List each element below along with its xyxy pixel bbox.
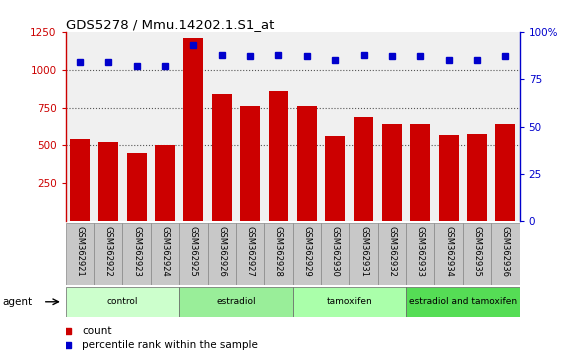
Text: GSM362925: GSM362925 [189,226,198,277]
Bar [70,139,90,221]
Bar [155,145,175,221]
Text: GSM362931: GSM362931 [359,226,368,277]
Bar [297,106,317,221]
Bar [183,38,203,221]
Bar [293,287,406,317]
Bar [382,124,402,221]
Bar [439,135,459,221]
Text: GSM362936: GSM362936 [501,226,510,277]
Bar [268,91,288,221]
Text: GSM362922: GSM362922 [104,226,112,277]
Bar [325,136,345,221]
Text: estradiol: estradiol [216,297,256,306]
Bar [321,223,349,285]
Bar [349,223,378,285]
Bar [240,106,260,221]
Text: estradiol and tamoxifen: estradiol and tamoxifen [409,297,517,306]
Text: GSM362934: GSM362934 [444,226,453,277]
Bar [378,223,406,285]
Bar [411,124,430,221]
Text: count: count [82,326,111,336]
Bar [406,287,520,317]
Text: GSM362923: GSM362923 [132,226,141,277]
Text: GSM362926: GSM362926 [217,226,226,277]
Text: GSM362929: GSM362929 [302,226,311,277]
Bar [491,223,520,285]
Bar [179,223,207,285]
Bar [94,223,122,285]
Bar [179,287,292,317]
Bar [66,287,179,317]
Bar [207,223,236,285]
Text: GSM362928: GSM362928 [274,226,283,277]
Text: GSM362927: GSM362927 [246,226,255,277]
Bar [66,223,94,285]
Text: percentile rank within the sample: percentile rank within the sample [82,340,258,350]
Bar [463,223,491,285]
Text: GSM362924: GSM362924 [160,226,170,277]
Bar [264,223,292,285]
Text: GSM362933: GSM362933 [416,226,425,277]
Text: GSM362935: GSM362935 [473,226,481,277]
Bar [236,223,264,285]
Text: GDS5278 / Mmu.14202.1.S1_at: GDS5278 / Mmu.14202.1.S1_at [66,18,274,31]
Text: tamoxifen: tamoxifen [327,297,372,306]
Text: GSM362930: GSM362930 [331,226,340,277]
Bar [467,134,487,221]
Text: control: control [107,297,138,306]
Text: GSM362932: GSM362932 [388,226,396,277]
Bar [98,142,118,221]
Bar [122,223,151,285]
Bar [496,124,516,221]
Bar [435,223,463,285]
Bar [151,223,179,285]
Bar [127,153,147,221]
Text: GSM362921: GSM362921 [75,226,85,277]
Bar [353,117,373,221]
Text: agent: agent [3,297,33,307]
Bar [293,223,321,285]
Bar [406,223,435,285]
Bar [212,94,232,221]
